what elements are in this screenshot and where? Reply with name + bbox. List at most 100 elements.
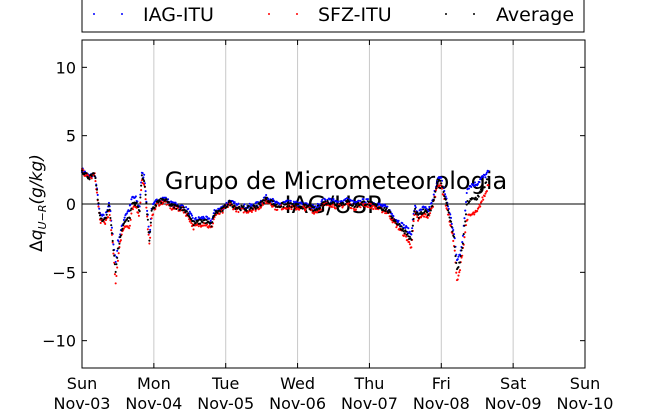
data-point-average	[344, 203, 347, 206]
data-point-iag-itu	[457, 255, 460, 258]
data-point-average	[411, 224, 414, 227]
data-point-sfz-itu	[258, 207, 261, 210]
data-point-sfz-itu	[116, 266, 119, 269]
data-point-average	[446, 204, 449, 207]
data-point-sfz-itu	[84, 174, 87, 177]
data-point-average	[258, 203, 261, 206]
data-point-average	[139, 196, 142, 199]
data-point-average	[251, 207, 254, 210]
data-point-average	[309, 208, 312, 211]
data-point-average	[427, 213, 430, 216]
x-ticks: SunNov-03MonNov-04TueNov-05WedNov-06ThuN…	[54, 40, 613, 409]
data-point-iag-itu	[402, 223, 405, 226]
data-point-average	[390, 215, 393, 218]
y-tick-label: 0	[66, 195, 76, 214]
data-point-average	[245, 209, 248, 212]
data-point-average	[85, 172, 88, 175]
data-point-average	[265, 196, 268, 199]
data-point-sfz-itu	[412, 220, 415, 223]
data-point-sfz-itu	[458, 269, 462, 272]
data-point-iag-itu	[440, 176, 443, 179]
data-point-sfz-itu	[145, 206, 148, 209]
data-point-average	[192, 224, 195, 227]
data-point-average	[119, 234, 122, 237]
data-point-average	[146, 213, 149, 216]
data-point-iag-itu	[98, 207, 101, 210]
data-point-average	[227, 201, 230, 204]
data-point-average	[116, 256, 119, 259]
data-point-sfz-itu	[97, 205, 100, 208]
data-point-average	[312, 206, 316, 209]
data-point-average	[321, 203, 324, 206]
data-point-average	[167, 201, 170, 204]
data-point-iag-itu	[397, 219, 400, 222]
data-point-average	[398, 222, 401, 225]
data-point-average	[476, 198, 479, 201]
data-point-average	[130, 207, 133, 210]
data-point-average	[134, 204, 137, 207]
data-point-average	[203, 218, 206, 221]
data-point-average	[437, 180, 440, 183]
data-point-sfz-itu	[137, 211, 140, 214]
data-point-average	[368, 204, 371, 207]
data-point-average	[112, 249, 115, 252]
data-point-average	[233, 204, 236, 207]
data-point-average	[459, 254, 462, 258]
data-point-average	[268, 200, 271, 203]
x-tick-label-date: Nov-09	[485, 394, 542, 409]
data-point-average	[211, 221, 214, 224]
legend-marker-iag-itu	[93, 13, 95, 15]
legend-box	[81, 0, 585, 33]
data-point-average	[483, 186, 486, 189]
data-point-iag-itu	[163, 196, 166, 199]
data-point-average	[87, 176, 90, 179]
data-point-average	[282, 205, 285, 209]
data-point-iag-itu	[250, 203, 253, 206]
data-point-iag-itu	[461, 234, 465, 237]
data-point-sfz-itu	[221, 211, 224, 214]
data-point-average	[143, 185, 146, 188]
data-point-average	[452, 235, 456, 238]
data-point-sfz-itu	[312, 212, 316, 215]
data-point-sfz-itu	[476, 210, 479, 213]
data-point-average	[96, 198, 99, 201]
data-point-average	[326, 199, 329, 202]
data-point-average	[426, 211, 429, 214]
data-point-average	[238, 205, 241, 208]
data-point-average	[383, 206, 386, 209]
data-point-iag-itu	[405, 226, 408, 229]
x-tick-label-day: Sun	[67, 374, 97, 393]
data-point-iag-itu	[208, 217, 211, 220]
data-point-average	[173, 206, 176, 209]
data-point-iag-itu	[450, 222, 453, 225]
data-point-average	[153, 206, 156, 209]
data-point-average	[92, 172, 96, 175]
data-point-average	[464, 213, 468, 216]
legend-marker-average	[445, 13, 447, 15]
data-point-average	[186, 214, 189, 217]
data-point-sfz-itu	[262, 203, 265, 206]
data-point-average	[242, 205, 245, 208]
data-point-sfz-itu	[456, 278, 459, 281]
data-point-average	[406, 232, 409, 235]
data-point-sfz-itu	[315, 211, 319, 214]
data-point-iag-itu	[483, 174, 486, 177]
data-point-sfz-itu	[144, 198, 147, 201]
data-point-average	[431, 204, 434, 208]
data-point-average	[95, 184, 98, 187]
data-point-average	[114, 270, 117, 273]
data-point-average	[121, 227, 124, 230]
data-point-sfz-itu	[369, 202, 372, 206]
data-point-sfz-itu	[109, 219, 112, 222]
data-point-average	[422, 208, 425, 211]
data-point-average	[443, 195, 446, 198]
x-tick-label-date: Nov-04	[125, 394, 182, 409]
data-point-average	[481, 188, 484, 191]
data-point-average	[199, 218, 203, 222]
data-point-iag-itu	[267, 197, 270, 200]
data-point-average	[417, 213, 420, 216]
data-point-average	[253, 206, 256, 209]
data-point-average	[315, 208, 319, 211]
data-point-average	[413, 210, 416, 213]
data-point-average	[244, 208, 247, 211]
